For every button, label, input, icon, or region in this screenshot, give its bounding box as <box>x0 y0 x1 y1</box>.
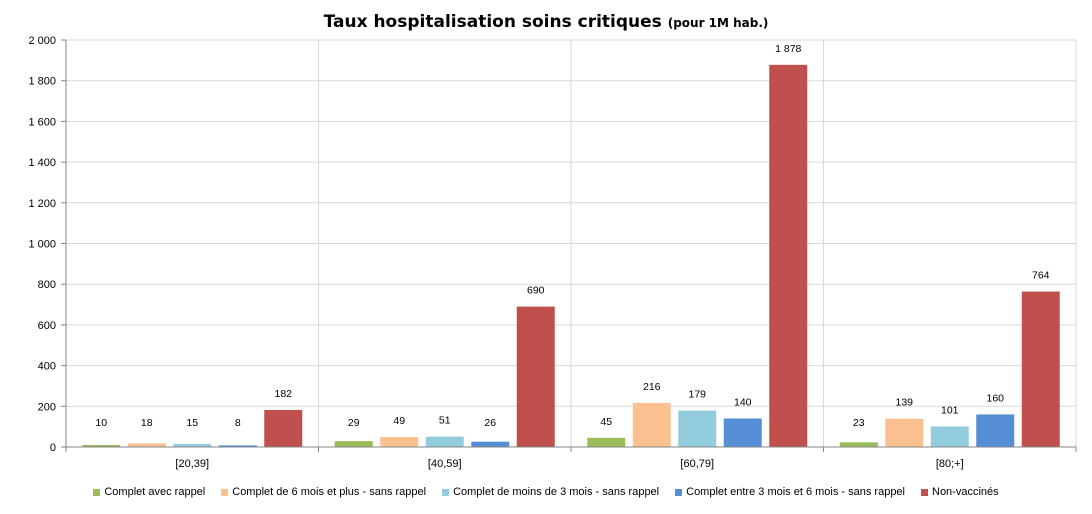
legend-swatch <box>675 488 683 496</box>
x-tick-label: [60,79] <box>680 458 714 470</box>
data-label: 216 <box>643 381 661 393</box>
bar <box>587 437 626 447</box>
data-label: 51 <box>439 415 451 427</box>
legend-item: Complet de 6 mois et plus - sans rappel <box>221 486 426 498</box>
bar <box>380 437 419 447</box>
data-label: 49 <box>393 415 405 427</box>
bar <box>1021 291 1060 447</box>
legend-item: Non-vaccinés <box>921 486 999 498</box>
bar <box>218 445 257 447</box>
chart-title-main: Taux hospitalisation soins critiques <box>323 12 662 32</box>
y-tick-label: 2 000 <box>28 35 56 47</box>
chart-title: Taux hospitalisation soins critiques (po… <box>0 12 1092 32</box>
y-axis: 0 200 400 600 800 1 000 1 200 1 400 1 600 1 800 2 … <box>28 35 66 454</box>
legend-swatch <box>921 488 928 496</box>
y-tick-label: 1 600 <box>28 116 56 128</box>
bar <box>173 443 212 447</box>
y-tick-label: 1 200 <box>28 198 56 210</box>
data-label: 29 <box>348 417 360 429</box>
data-label: 139 <box>895 397 913 409</box>
data-labels: 10 18 15 8 182 29 49 51 26 690 45 216 179 140 1 878 23 1… <box>95 43 1049 429</box>
y-tick-label: 1 400 <box>28 157 56 169</box>
bar <box>678 410 717 447</box>
data-label: 182 <box>274 388 292 400</box>
data-label: 160 <box>986 392 1004 404</box>
bar <box>82 444 121 447</box>
bar <box>127 443 166 447</box>
legend-label: Complet de moins de 3 mois - sans rappel <box>453 486 660 498</box>
data-label: 690 <box>527 285 545 297</box>
legend-item: Complet entre 3 mois et 6 mois - sans ra… <box>675 486 905 498</box>
legend-item: Complet avec rappel <box>93 486 205 498</box>
y-tick-label: 1 800 <box>28 76 56 88</box>
legend-label: Complet entre 3 mois et 6 mois - sans ra… <box>686 486 905 498</box>
data-label: 23 <box>853 417 865 429</box>
y-tick-label: 1 000 <box>28 239 56 251</box>
legend-item: Complet de moins de 3 mois - sans rappel <box>442 486 659 498</box>
data-label: 15 <box>186 417 198 429</box>
legend: Complet avec rappel Complet de 6 mois et … <box>0 486 1092 498</box>
bar <box>516 306 555 447</box>
bar <box>839 442 878 447</box>
y-tick-label: 800 <box>38 279 56 291</box>
bar-chart: 0 200 400 600 800 1 000 1 200 1 400 1 600 1 800 2 … <box>28 35 1077 470</box>
x-axis: [20,39] [40,59] [60,79] [80;+] <box>65 40 1077 470</box>
data-label: 45 <box>600 416 612 428</box>
bar <box>425 436 464 447</box>
chart-subtitle: (pour 1M hab.) <box>667 16 769 30</box>
y-tick-label: 600 <box>38 320 56 332</box>
data-label: 8 <box>235 417 241 429</box>
x-tick-label: [20,39] <box>175 458 209 470</box>
bar <box>723 418 762 447</box>
x-tick-label: [80;+] <box>936 458 964 470</box>
bar <box>632 403 671 447</box>
y-tick-label: 400 <box>38 361 56 373</box>
data-label: 18 <box>141 417 153 429</box>
data-label: 1 878 <box>775 43 801 55</box>
legend-swatch <box>93 488 101 496</box>
legend-swatch <box>221 488 229 496</box>
bar <box>264 409 303 447</box>
bar <box>930 426 969 447</box>
data-label: 764 <box>1032 270 1050 282</box>
legend-label: Non-vaccinés <box>932 486 999 498</box>
bar <box>471 441 510 447</box>
bar <box>885 418 924 447</box>
legend-label: Complet de 6 mois et plus - sans rappel <box>232 486 427 498</box>
data-label: 26 <box>484 417 496 429</box>
bar <box>334 441 373 447</box>
bars <box>82 64 1060 448</box>
x-tick-label: [40,59] <box>428 458 462 470</box>
bar <box>769 64 808 448</box>
y-tick-label: 200 <box>38 401 56 413</box>
bar <box>976 414 1015 447</box>
gridlines <box>66 39 1077 447</box>
y-tick-label: 0 <box>50 442 56 454</box>
data-label: 179 <box>688 389 706 401</box>
legend-label: Complet avec rappel <box>104 486 206 498</box>
data-label: 140 <box>734 397 752 409</box>
data-label: 101 <box>941 404 959 416</box>
data-label: 10 <box>95 417 107 429</box>
legend-swatch <box>442 488 450 496</box>
